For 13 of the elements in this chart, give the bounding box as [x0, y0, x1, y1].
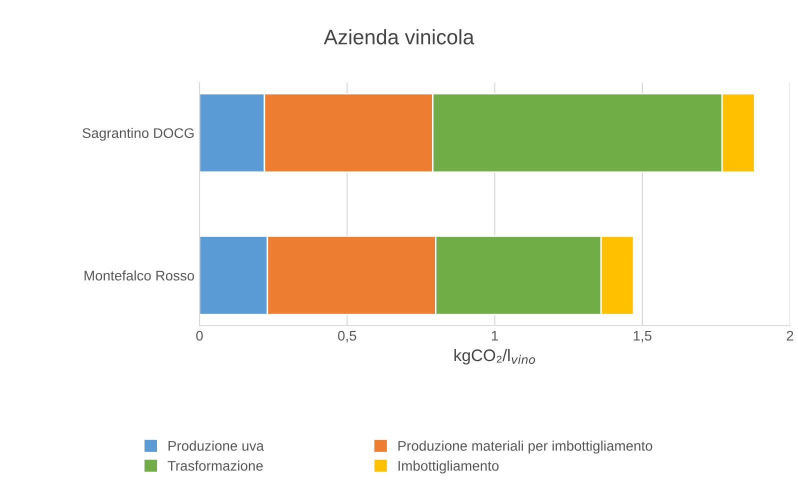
x-tick-label: 2	[786, 330, 794, 341]
y-tick-label: Sagrantino DOCG	[82, 128, 194, 141]
y-tick-label: Montefalco Rosso	[84, 270, 194, 281]
legend-label: Produzione materiali per imbottigliamento	[398, 440, 652, 454]
legend-label: Trasformazione	[168, 460, 263, 471]
x-tick-label: 0	[196, 330, 203, 341]
chart-title: Azienda vinicola	[324, 29, 474, 44]
x-tick-label: 0,5	[338, 330, 356, 342]
legend-label: Imbottigliamento	[398, 460, 499, 474]
x-axis-title: kgCO₂/l$_{vino}$	[454, 348, 536, 365]
legend-label: Produzione uva	[168, 440, 264, 451]
x-tick-label: 1,5	[634, 330, 652, 342]
x-tick-label: 1	[492, 330, 498, 341]
